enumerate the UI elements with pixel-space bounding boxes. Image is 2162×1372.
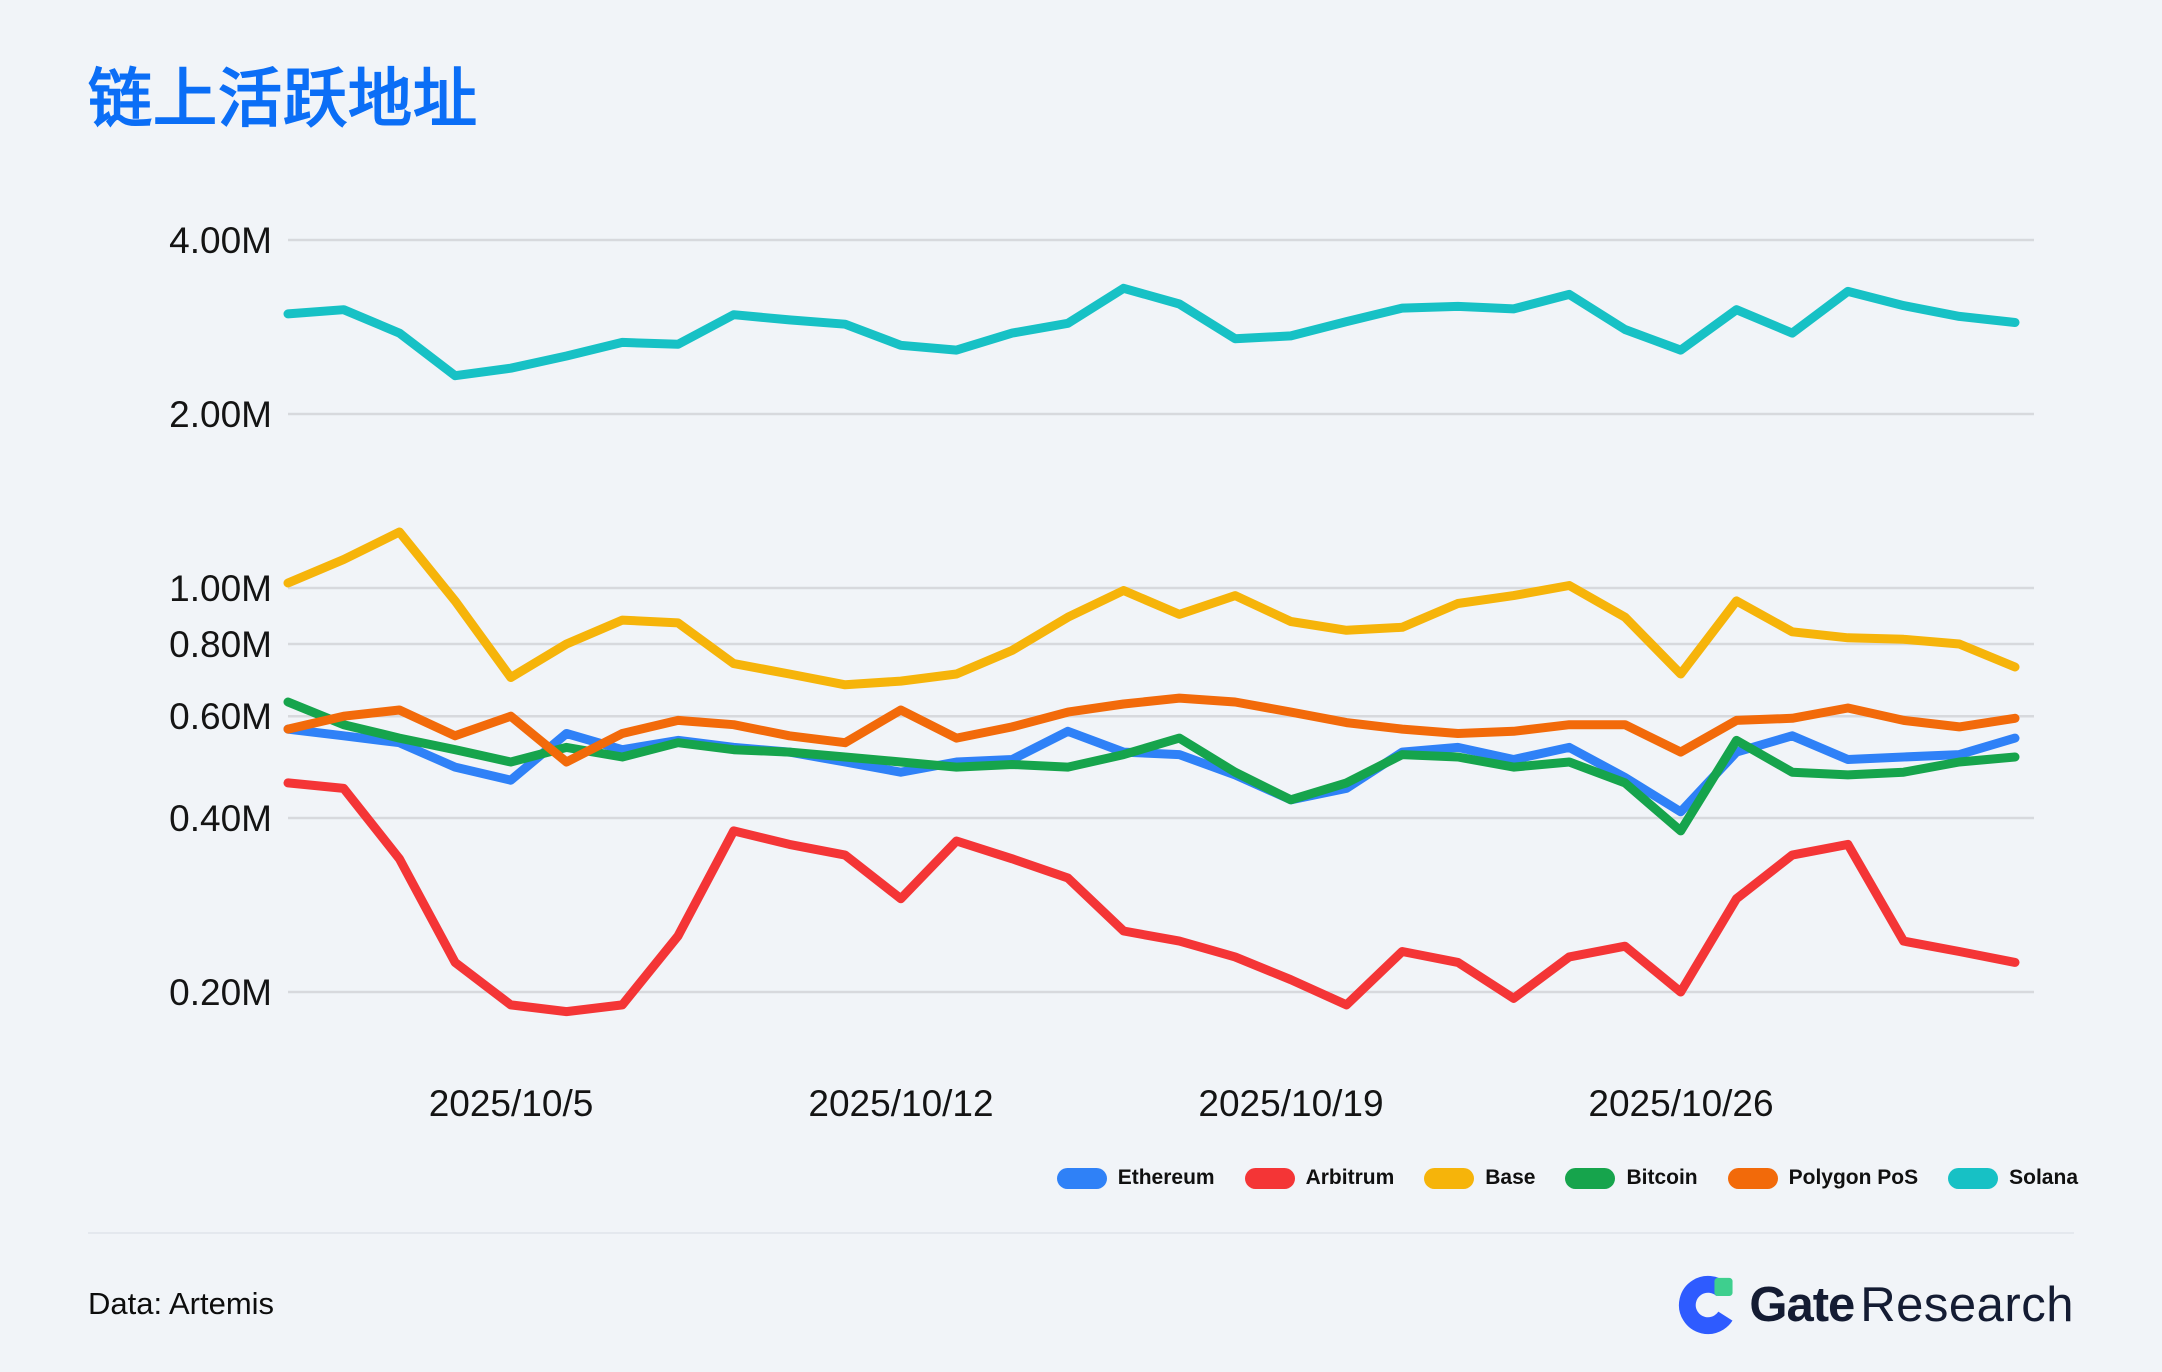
legend-swatch-solana [1948, 1167, 1999, 1189]
y-axis-tick-0.20M: 0.20M [169, 972, 272, 1013]
legend-item-base: Base [1424, 1166, 1535, 1190]
series-line-solana [283, 283, 2020, 381]
brand-name-bold: Gate [1749, 1278, 1855, 1332]
legend-swatch-arbitrum [1244, 1167, 1295, 1189]
legend-label: Solana [2009, 1166, 2078, 1189]
x-axis-tick-2025/10/26: 2025/10/26 [1588, 1083, 1774, 1124]
series-line-bitcoin [283, 697, 2020, 836]
legend-swatch-base [1424, 1167, 1475, 1189]
y-axis-tick-2.00M: 2.00M [169, 394, 272, 435]
gate-research-logo: Gate Research [1677, 1272, 2074, 1338]
chart-legend: Ethereum Arbitrum Base Bitcoin Polygon PoS So… [1056, 1160, 2078, 1196]
legend-swatch-polygon-pos [1727, 1167, 1778, 1189]
y-axis-tick-1.00M: 1.00M [169, 568, 272, 609]
legend-item-ethereum: Ethereum [1056, 1166, 1215, 1190]
series-line-polygon-pos [283, 693, 2020, 767]
legend-swatch-ethereum [1056, 1167, 1107, 1189]
gate-logo-icon [1677, 1274, 1739, 1336]
footer-divider [88, 1232, 2074, 1234]
legend-item-arbitrum: Arbitrum [1244, 1166, 1395, 1190]
series-line-arbitrum [283, 778, 2020, 1017]
legend-item-solana: Solana [1948, 1166, 2078, 1190]
legend-label: Base [1485, 1166, 1536, 1189]
y-axis-tick-0.40M: 0.40M [169, 798, 272, 839]
y-axis-tick-0.80M: 0.80M [169, 624, 272, 665]
y-axis-tick-0.60M: 0.60M [169, 696, 272, 737]
page-title: 链上活跃地址 [88, 63, 478, 135]
series-line-base [283, 527, 2020, 690]
legend-label: Arbitrum [1305, 1166, 1395, 1189]
data-source-note: Data: Artemis [88, 1286, 275, 1321]
brand-wordmark: Gate Research [1749, 1277, 2074, 1333]
legend-swatch-bitcoin [1565, 1167, 1616, 1189]
legend-label: Polygon PoS [1788, 1166, 1919, 1189]
legend-label: Bitcoin [1626, 1166, 1698, 1189]
x-axis-tick-2025/10/19: 2025/10/19 [1198, 1083, 1384, 1124]
x-axis-tick-2025/10/5: 2025/10/5 [428, 1083, 594, 1124]
legend-item-polygon-pos: Polygon PoS [1727, 1166, 1919, 1190]
x-axis-tick-2025/10/12: 2025/10/12 [808, 1083, 994, 1124]
brand-name-light: Research [1860, 1278, 2074, 1332]
legend-item-bitcoin: Bitcoin [1565, 1166, 1698, 1190]
y-axis-tick-4.00M: 4.00M [169, 220, 272, 261]
legend-label: Ethereum [1117, 1166, 1215, 1189]
